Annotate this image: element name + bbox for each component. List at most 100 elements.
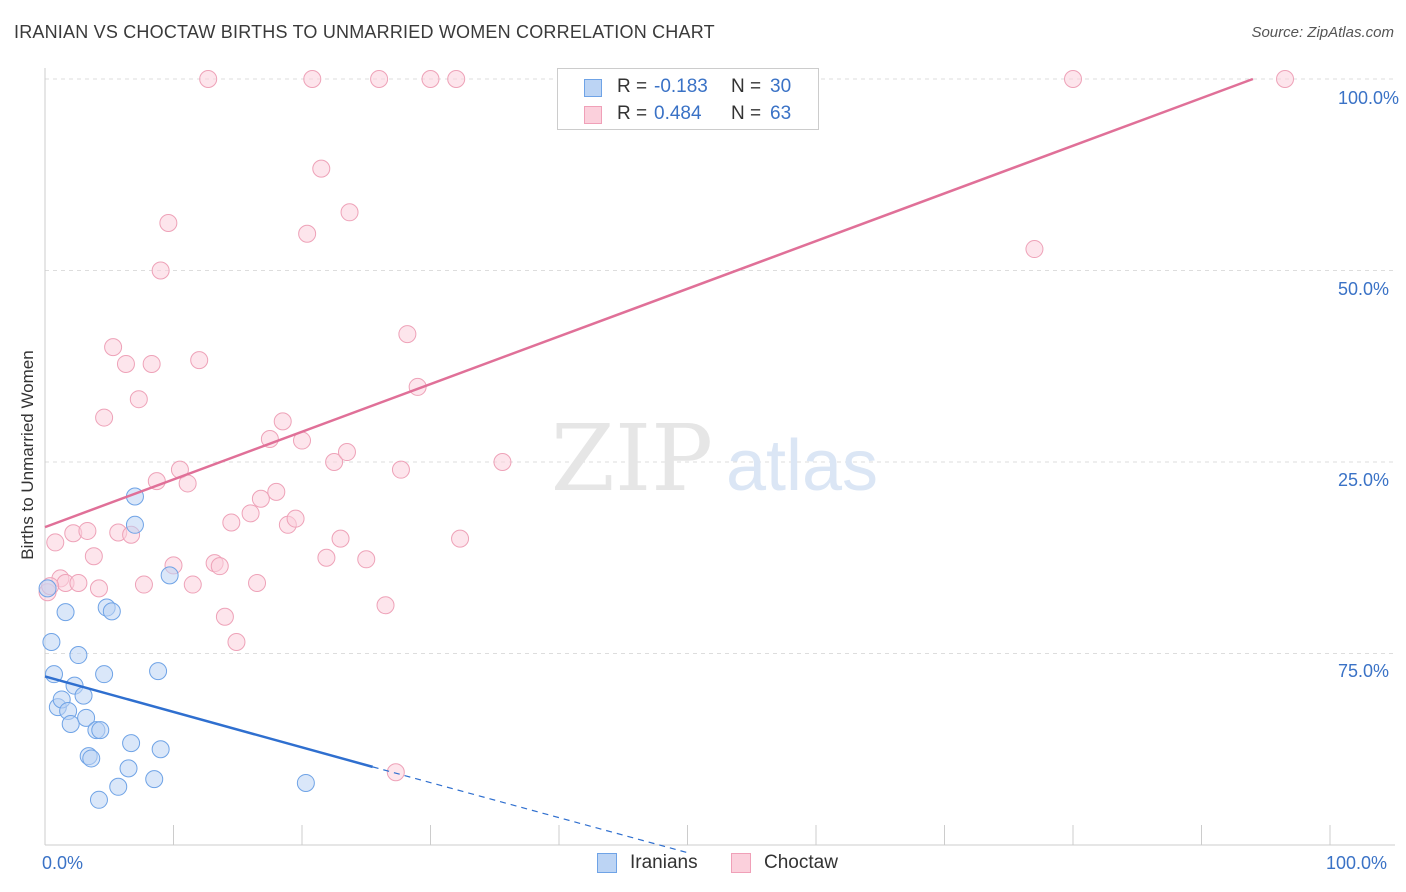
iranians-legend-label: Iranians (630, 852, 698, 873)
trend-lines (44, 77, 1254, 854)
trend-line-iranians-extension (372, 766, 688, 854)
y-tick-label-25: 75.0% (1338, 661, 1390, 681)
data-point (38, 579, 57, 598)
data-point (104, 338, 123, 357)
iranians-swatch (584, 79, 602, 97)
axes (44, 68, 1395, 846)
n-label: N = (731, 76, 762, 97)
data-point (331, 529, 350, 548)
data-point (183, 575, 202, 594)
data-point (125, 515, 144, 534)
data-point (386, 763, 405, 782)
data-point (286, 509, 305, 528)
data-point (69, 574, 88, 593)
data-point (95, 665, 114, 684)
data-point (109, 777, 128, 796)
data-point (391, 460, 410, 479)
data-point (77, 708, 96, 727)
data-point (317, 548, 336, 567)
watermark-atlas: atlas (726, 426, 878, 506)
data-point (89, 579, 108, 598)
chart-title: IRANIAN VS CHOCTAW BIRTHS TO UNMARRIED W… (14, 22, 715, 42)
data-point (82, 749, 101, 768)
n-value: 63 (770, 103, 792, 124)
data-point (298, 224, 317, 243)
data-point (447, 70, 466, 88)
data-point (1276, 70, 1295, 88)
data-point (273, 412, 292, 431)
data-point (370, 70, 389, 88)
grid-lines (45, 78, 1395, 654)
data-point (151, 740, 170, 759)
data-point (1025, 240, 1044, 259)
data-point (89, 790, 108, 809)
data-point (129, 390, 148, 409)
data-point (159, 214, 178, 233)
data-point (451, 529, 470, 548)
trend-line-choctaw (44, 77, 1254, 529)
data-point (78, 521, 97, 540)
data-point (69, 646, 88, 665)
data-point (267, 482, 286, 501)
data-point (102, 602, 121, 621)
choctaw-legend-swatch (731, 853, 751, 873)
data-point (493, 453, 512, 471)
y-axis-label: Births to Unmarried Women (18, 350, 37, 560)
data-point (56, 603, 75, 622)
data-point (145, 770, 164, 789)
watermark-zip: ZIP (551, 405, 713, 512)
y-tick-label-100: 100.0% (1338, 88, 1400, 108)
data-point (91, 721, 110, 740)
n-label: N = (731, 103, 762, 124)
data-point (134, 575, 153, 594)
trend-line-iranians (44, 675, 374, 769)
x-tick-label-100: 100.0% (1326, 853, 1388, 873)
r-label: R = (617, 76, 648, 97)
stats-legend: R = -0.183 N = 30 R = 0.484 N = 63 (557, 68, 819, 130)
r-label: R = (617, 103, 648, 124)
data-point (1064, 70, 1082, 88)
data-point (241, 504, 260, 523)
data-point (357, 550, 376, 569)
data-point (398, 325, 417, 344)
data-point (142, 354, 161, 373)
y-tick-label-50: 25.0% (1338, 470, 1390, 490)
x-tick-label-0: 0.0% (42, 853, 84, 873)
n-value: 30 (770, 76, 792, 97)
choctaw-swatch (584, 106, 602, 124)
data-point (312, 159, 331, 178)
choctaw-legend-label: Choctaw (764, 852, 838, 873)
data-point (84, 547, 103, 566)
data-point (95, 408, 114, 427)
data-point (227, 633, 246, 652)
r-value: 0.484 (654, 103, 702, 124)
data-point (122, 734, 141, 753)
data-point (151, 261, 170, 280)
data-point (215, 607, 234, 626)
data-point (42, 633, 61, 652)
y-tick-label-75: 50.0% (1338, 279, 1390, 299)
data-point (119, 759, 138, 778)
data-point (190, 351, 209, 370)
series-iranians (38, 487, 315, 809)
data-point (303, 70, 322, 88)
data-point (160, 566, 179, 585)
data-point (340, 203, 359, 222)
watermark: ZIP atlas (551, 405, 878, 512)
data-point (376, 596, 395, 615)
data-point (296, 773, 315, 792)
data-point (199, 70, 218, 88)
iranians-legend-swatch (597, 853, 617, 873)
data-point (325, 453, 344, 471)
data-point (421, 70, 440, 88)
data-point (61, 714, 80, 733)
data-point (210, 557, 229, 576)
data-point (149, 662, 168, 681)
data-point (46, 533, 65, 552)
series-choctaw (38, 70, 1295, 782)
data-point (251, 489, 270, 508)
data-point (116, 354, 135, 373)
source-label: Source: ZipAtlas.com (1251, 24, 1394, 41)
data-point (222, 513, 241, 532)
